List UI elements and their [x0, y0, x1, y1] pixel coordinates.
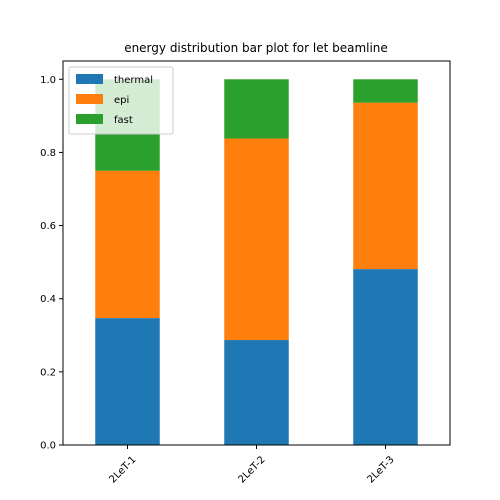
- y-tick-label: 0.2: [40, 367, 56, 378]
- y-tick-label: 0.0: [40, 441, 56, 452]
- y-tick-label: 0.8: [40, 148, 56, 159]
- legend-swatch-epi: [76, 94, 103, 104]
- y-tick-label: 0.4: [40, 294, 56, 305]
- legend: thermal epi fast: [68, 66, 174, 135]
- legend-swatch-thermal: [76, 74, 103, 84]
- bar-fast-2LeT-3: [353, 79, 418, 103]
- bar-thermal-2LeT-1: [95, 318, 160, 445]
- bar-epi-2LeT-3: [353, 102, 418, 270]
- legend-label-thermal: thermal: [114, 75, 153, 86]
- y-tick-label: 1.0: [40, 75, 56, 86]
- bar-thermal-2LeT-2: [224, 340, 289, 445]
- legend-label-epi: epi: [114, 95, 129, 106]
- bar-thermal-2LeT-3: [353, 269, 418, 445]
- legend-label-fast: fast: [114, 115, 133, 126]
- bar-epi-2LeT-2: [224, 138, 289, 341]
- y-tick-label: 0.6: [40, 221, 56, 232]
- bar-fast-2LeT-2: [224, 79, 289, 139]
- chart-title: energy distribution bar plot for let bea…: [124, 41, 388, 55]
- bar-epi-2LeT-1: [95, 170, 160, 319]
- legend-swatch-fast: [76, 114, 103, 124]
